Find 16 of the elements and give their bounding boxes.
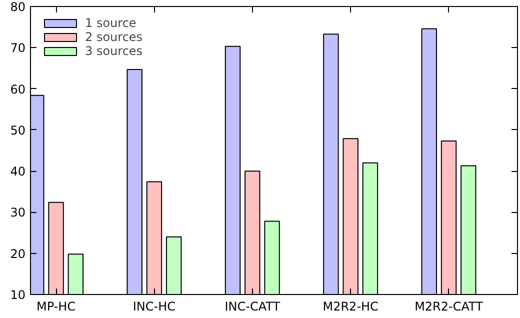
legend-label: 2 sources bbox=[85, 30, 143, 44]
y-tick-label: 30 bbox=[10, 206, 26, 220]
x-tick-label: INC-HC bbox=[132, 300, 176, 314]
y-tick-label: 60 bbox=[10, 82, 26, 96]
y-tick-label: 70 bbox=[10, 41, 26, 56]
legend-label: 1 source bbox=[85, 16, 136, 30]
y-tick-label: 80 bbox=[10, 0, 26, 14]
y-tick-label: 20 bbox=[10, 246, 26, 261]
legend-label: 3 sources bbox=[85, 44, 143, 58]
x-tick-label: M2R2-HC bbox=[322, 300, 378, 314]
x-tick-label: INC-CATT bbox=[224, 300, 281, 314]
y-tick-label: 40 bbox=[10, 164, 26, 179]
y-tick-label: 10 bbox=[10, 288, 26, 302]
x-tick-label: MP-HC bbox=[36, 300, 76, 314]
y-tick-label: 50 bbox=[10, 123, 26, 138]
x-tick-label: M2R2-CATT bbox=[414, 300, 484, 314]
